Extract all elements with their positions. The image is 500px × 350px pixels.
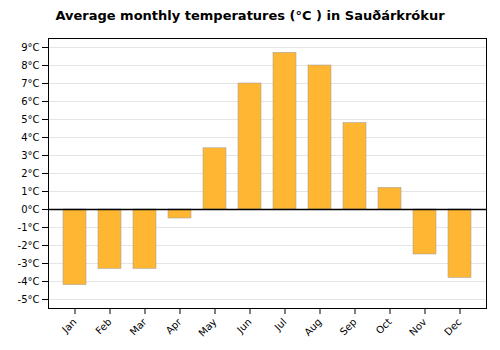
svg-text:0°C: 0°C — [21, 204, 39, 215]
svg-text:Nov: Nov — [407, 316, 429, 338]
svg-text:-3°C: -3°C — [18, 258, 40, 269]
svg-text:1°C: 1°C — [21, 186, 39, 197]
svg-text:3°C: 3°C — [21, 150, 39, 161]
svg-text:Feb: Feb — [93, 316, 113, 336]
svg-text:2°C: 2°C — [21, 168, 39, 179]
svg-text:Oct: Oct — [374, 316, 394, 336]
svg-text:Aug: Aug — [302, 316, 324, 338]
svg-text:Jul: Jul — [272, 316, 289, 333]
svg-text:-5°C: -5°C — [18, 294, 40, 305]
svg-text:Jun: Jun — [234, 316, 254, 336]
svg-text:6°C: 6°C — [21, 96, 39, 107]
html-text:Average monthly temperatures (: Average monthly temperatures (°C ) in Sa… — [55, 8, 445, 23]
svg-text:Jan: Jan — [59, 316, 78, 335]
svg-text:Sep: Sep — [338, 316, 359, 337]
svg-text:-1°C: -1°C — [18, 222, 40, 233]
svg-text:7°C: 7°C — [21, 78, 39, 89]
svg-text:Mar: Mar — [128, 316, 150, 338]
svg-text:8°C: 8°C — [21, 60, 39, 71]
svg-text:Dec: Dec — [442, 316, 463, 337]
svg-text:Apr: Apr — [164, 316, 185, 337]
svg-text:-4°C: -4°C — [18, 276, 40, 287]
svg-text:-2°C: -2°C — [18, 240, 40, 251]
svg-text:9°C: 9°C — [21, 42, 39, 53]
svg-text:May: May — [196, 316, 218, 338]
svg-text:4°C: 4°C — [21, 132, 39, 143]
svg-text:5°C: 5°C — [21, 114, 39, 125]
